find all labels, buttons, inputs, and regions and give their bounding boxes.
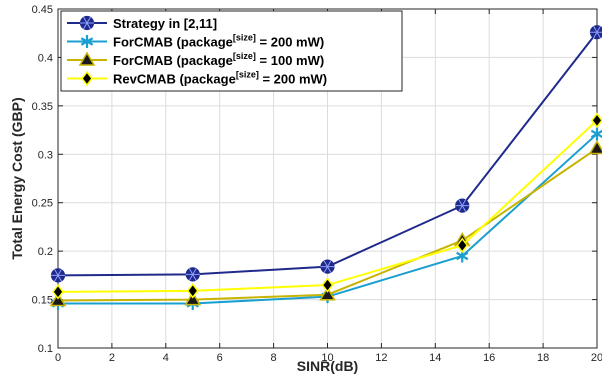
legend: Strategy in [2,11]ForCMAB (package[size]…: [60, 10, 403, 92]
legend-label-superscript: [size]: [233, 33, 256, 43]
x-tick-label: 16: [483, 352, 495, 364]
x-tick-label: 12: [375, 352, 387, 364]
legend-entry: Strategy in [2,11]: [67, 15, 217, 31]
x-tick-label: 14: [429, 352, 441, 364]
legend-label: RevCMAB (package[size] = 200 mW): [113, 70, 327, 87]
legend-entry: ForCMAB (package[size] = 100 mW): [67, 51, 324, 68]
x-tick-label: 6: [217, 352, 223, 364]
data-series: [49, 25, 602, 310]
y-tick-label: 0.1: [38, 343, 53, 355]
data-point-arm: [590, 129, 602, 139]
legend-label: ForCMAB (package[size] = 100 mW): [113, 51, 324, 68]
legend-swatch-marker: [80, 35, 94, 48]
legend-label-rest: = 200 mW): [259, 72, 327, 87]
legend-label-main: ForCMAB (package: [113, 35, 233, 50]
legend-label: ForCMAB (package[size] = 200 mW): [113, 33, 324, 50]
data-point-spoke: [458, 199, 467, 212]
legend-swatch-marker-arm: [80, 37, 94, 46]
legend-box: [60, 10, 403, 92]
legend-label-superscript: [size]: [233, 51, 256, 61]
x-tick-label: 18: [537, 352, 549, 364]
data-point: [455, 198, 470, 213]
data-point-arm: [456, 251, 469, 261]
x-tick-label: 2: [109, 352, 115, 364]
data-point: [185, 267, 200, 282]
data-point: [320, 259, 335, 274]
x-axis-label: SINR(dB): [297, 358, 358, 374]
data-point: [52, 284, 64, 300]
data-point: [590, 127, 602, 141]
y-tick-label: 0.35: [32, 101, 53, 113]
y-tick-label: 0.45: [32, 4, 53, 16]
x-tick-label: 0: [55, 352, 61, 364]
data-point-spoke: [54, 269, 62, 282]
legend-swatch-marker-spoke: [83, 16, 91, 30]
legend-entry: ForCMAB (package[size] = 200 mW): [67, 33, 324, 50]
y-tick-label: 0.15: [32, 295, 53, 307]
data-point: [321, 277, 334, 293]
data-point: [319, 286, 336, 301]
data-point: [456, 237, 469, 254]
data-point-spoke: [188, 268, 197, 281]
legend-label-main: ForCMAB (package: [113, 53, 233, 68]
legend-label-superscript: [size]: [236, 70, 259, 80]
legend-swatch-marker: [81, 70, 93, 87]
data-point-spoke: [593, 25, 601, 39]
data-point: [186, 283, 199, 299]
x-tick-label: 8: [271, 352, 277, 364]
legend-label: Strategy in [2,11]: [113, 16, 217, 31]
legend-entry: RevCMAB (package[size] = 200 mW): [67, 70, 327, 87]
legend-label-rest: = 100 mW): [256, 53, 324, 68]
axes: 0 2 4 6 8 10 12 14 16 18 20 0.1 0.15 0.2 0.25 0.3 0.35 0.…: [32, 4, 602, 364]
y-tick-label: 0.4: [38, 52, 53, 64]
x-tick-label: 20: [591, 352, 602, 364]
legend-label-rest: = 200 mW): [256, 35, 324, 50]
series-4: [52, 112, 602, 300]
legend-label-main: Strategy in [2,11]: [113, 16, 217, 31]
y-axis-label: Total Energy Cost (GBP): [9, 97, 25, 259]
legend-swatch-marker: [78, 51, 96, 66]
y-tick-label: 0.3: [38, 149, 53, 161]
data-point: [591, 112, 602, 129]
y-tick-label: 0.2: [38, 246, 53, 258]
x-tick-label: 4: [163, 352, 169, 364]
x-tick-label: 10: [321, 352, 333, 364]
y-tick-label: 0.25: [32, 198, 53, 210]
legend-label-main: RevCMAB (package: [113, 72, 236, 87]
legend-swatch-marker: [79, 15, 95, 31]
series-1: [50, 25, 602, 283]
data-point: [589, 25, 602, 40]
data-point-spoke: [323, 260, 332, 273]
data-point: [50, 268, 66, 283]
data-point: [588, 139, 602, 155]
